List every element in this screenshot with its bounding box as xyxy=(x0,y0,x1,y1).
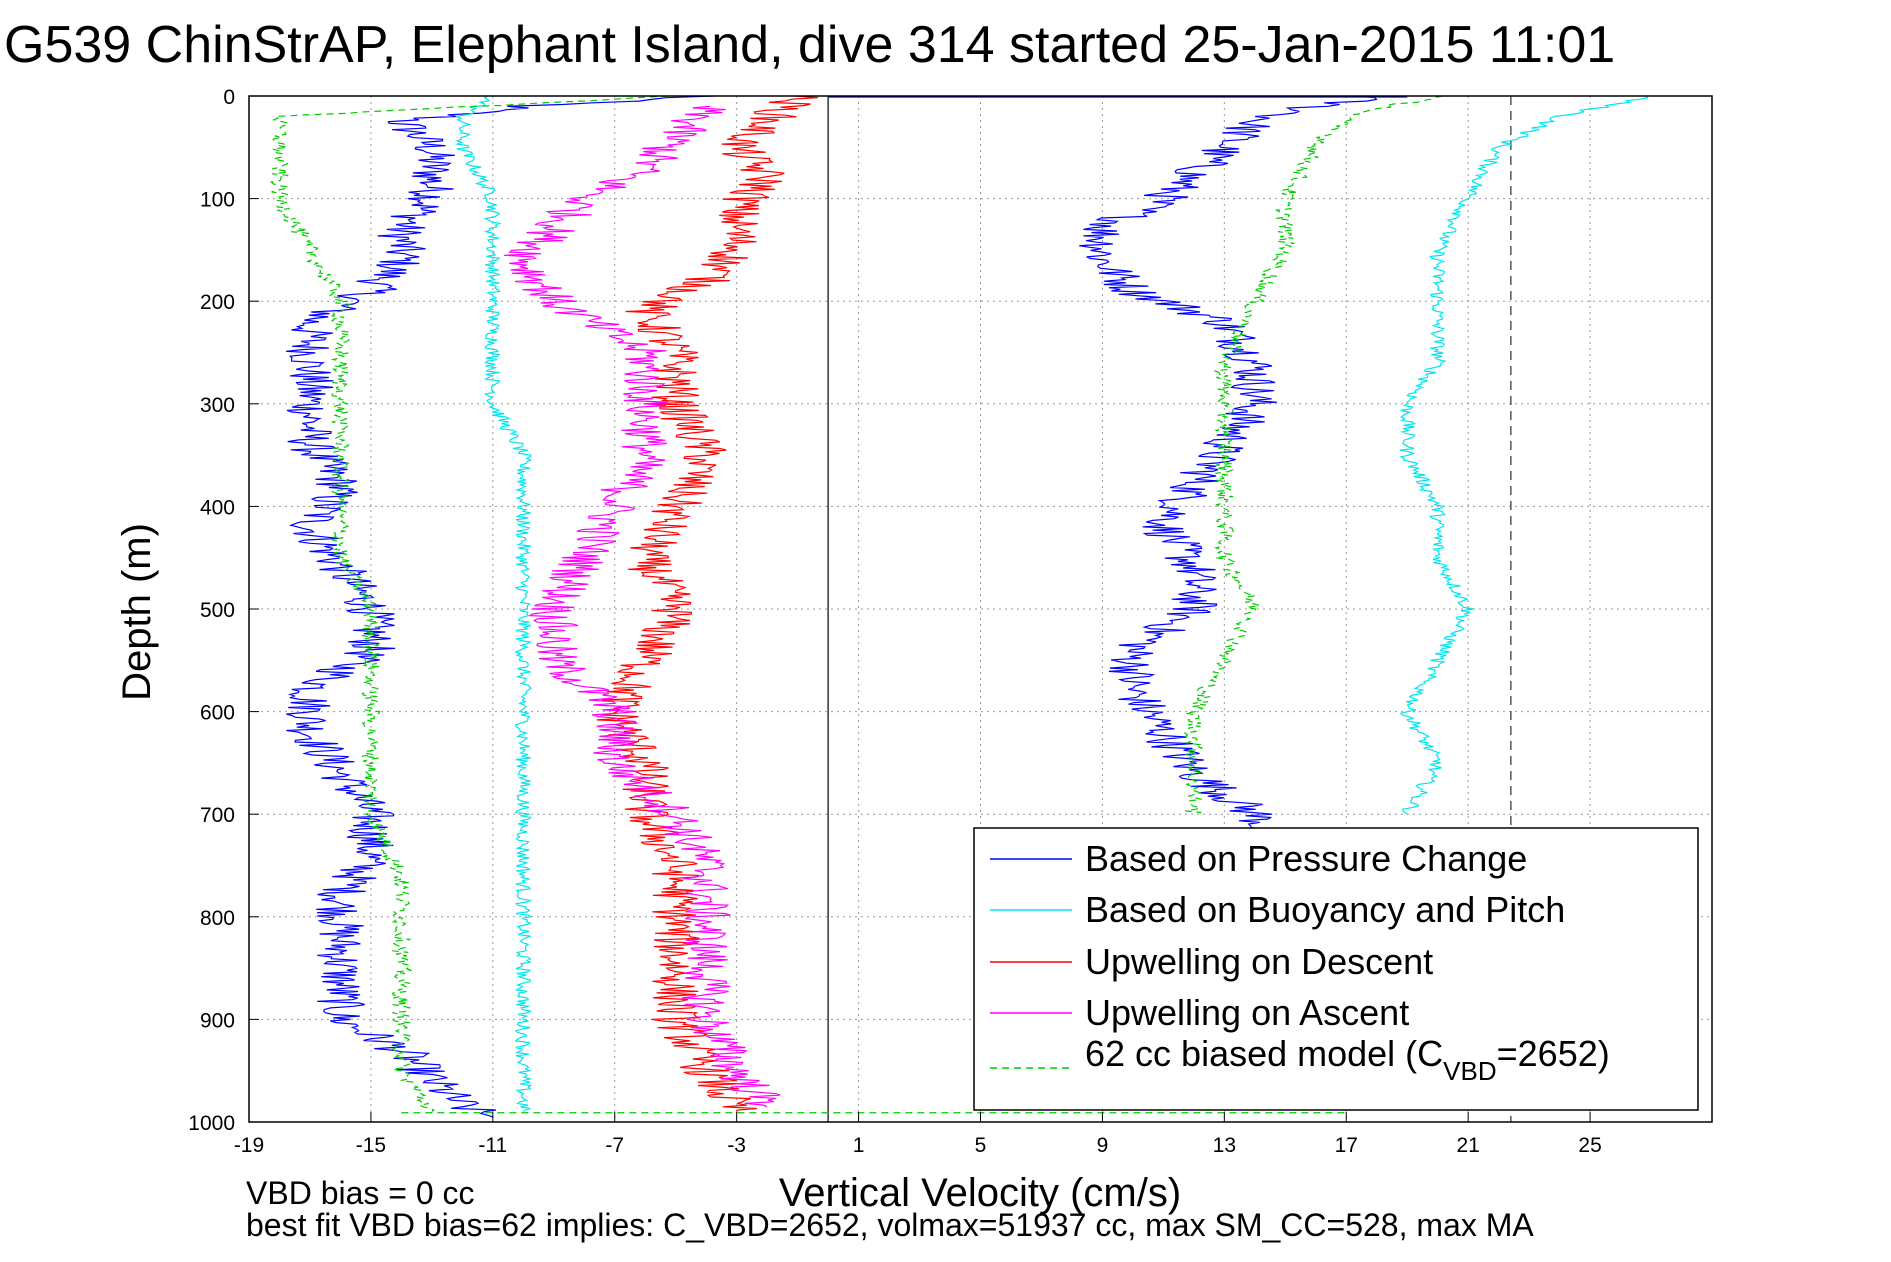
x-tick-label: 25 xyxy=(1578,1134,1601,1157)
series-0-ascent-line xyxy=(1079,95,1378,856)
legend-model-prefix: 62 cc biased model (C xyxy=(1085,1033,1443,1074)
x-tick-label: 17 xyxy=(1335,1134,1358,1157)
x-axis-label: Vertical Velocity (cm/s) xyxy=(779,1171,1181,1215)
legend-label-pressure: Based on Pressure Change xyxy=(1085,838,1527,879)
legend-model-sub: VBD xyxy=(1443,1056,1496,1086)
legend-model-suffix: =2652) xyxy=(1497,1033,1610,1074)
series-0-descent-line xyxy=(285,95,714,1118)
x-tick-label: 5 xyxy=(975,1134,987,1157)
x-tick-label: -7 xyxy=(605,1134,624,1157)
y-tick-label: 100 xyxy=(200,189,235,212)
x-tick-label: 9 xyxy=(1097,1134,1109,1157)
series-4-descent-line xyxy=(269,95,670,1113)
y-tick-label: 500 xyxy=(200,599,235,622)
x-tick-label: 21 xyxy=(1456,1134,1479,1157)
x-tick-label: 1 xyxy=(853,1134,865,1157)
x-tick-labels: -19 -15 -11 -7 -3 1 5 9 13 17 21 25 xyxy=(234,1112,1602,1157)
y-tick-label: 900 xyxy=(200,1009,235,1032)
y-tick-label: 600 xyxy=(200,702,235,725)
y-tick-label: 0 xyxy=(223,86,235,109)
y-tick-label: 200 xyxy=(200,291,235,314)
x-tick-label: -15 xyxy=(356,1134,386,1157)
legend-label-buoyancy: Based on Buoyancy and Pitch xyxy=(1085,889,1565,930)
legend-label-model: 62 cc biased model (CVBD=2652) xyxy=(1085,1033,1610,1086)
y-tick-labels: 0 100 200 300 400 500 600 700 800 900 1000 xyxy=(188,86,259,1135)
y-axis-label: Depth (m) xyxy=(115,523,159,701)
x-tick-label: -11 xyxy=(478,1134,507,1157)
y-tick-label: 700 xyxy=(200,804,235,827)
y-tick-label: 1000 xyxy=(188,1112,235,1135)
y-tick-label: 300 xyxy=(200,394,235,417)
note-best-fit: best fit VBD bias=62 implies: C_VBD=2652… xyxy=(246,1207,1534,1243)
series-2-line xyxy=(596,95,818,1112)
x-tick-label: 13 xyxy=(1213,1134,1236,1157)
x-tick-label: -3 xyxy=(727,1134,746,1157)
y-tick-label: 400 xyxy=(200,496,235,519)
legend-label-upwelling-descent: Upwelling on Descent xyxy=(1085,941,1433,982)
series-4-ascent-line xyxy=(1183,95,1443,815)
series-3-line xyxy=(503,105,781,1108)
legend: Based on Pressure Change Based on Buoyan… xyxy=(973,827,1699,1111)
y-tick-label: 800 xyxy=(200,907,235,930)
legend-label-upwelling-ascent: Upwelling on Ascent xyxy=(1085,992,1409,1033)
series-1-ascent-line xyxy=(1399,95,1649,815)
legend-box xyxy=(973,827,1699,1111)
note-vbd-bias: VBD bias = 0 cc xyxy=(246,1175,475,1211)
series-1-descent-line xyxy=(454,95,533,1113)
chart-title: G539 ChinStrAP, Elephant Island, dive 31… xyxy=(4,16,1615,74)
x-tick-label: -19 xyxy=(234,1134,264,1157)
